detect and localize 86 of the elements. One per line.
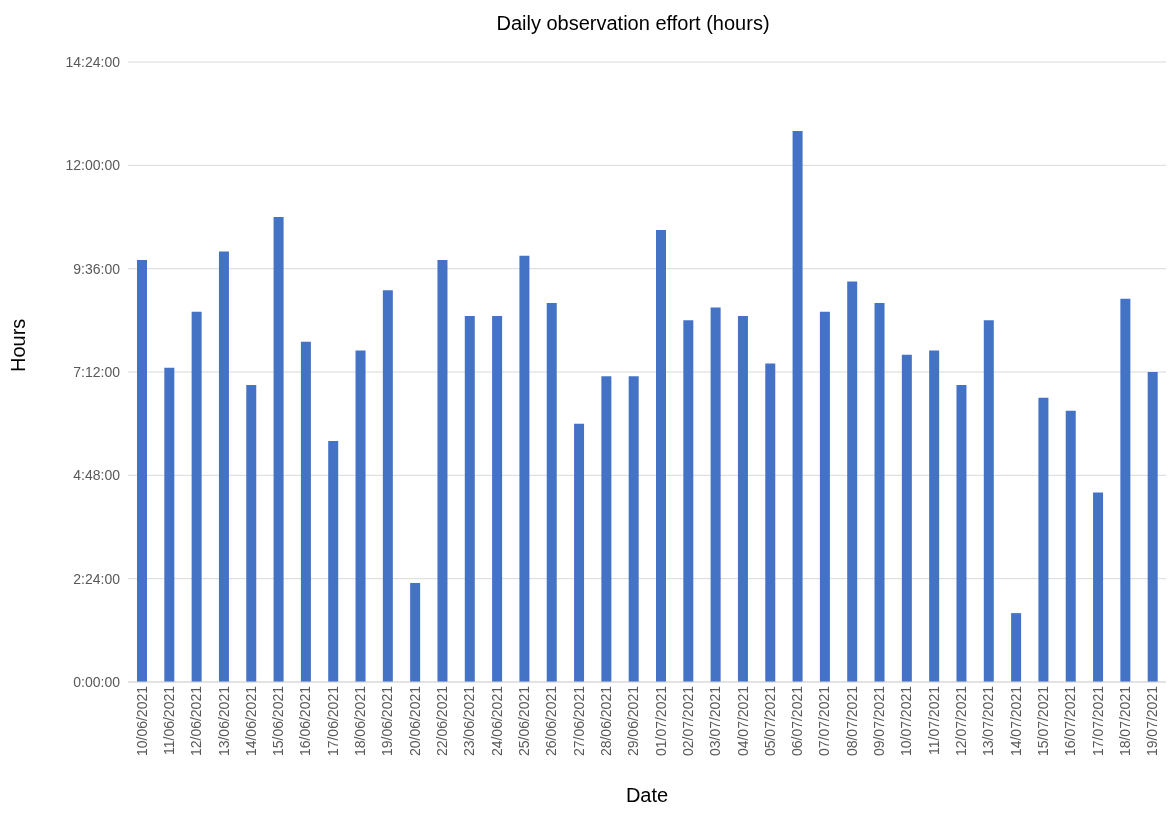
bar xyxy=(164,367,175,682)
y-tick-label: 12:00:00 xyxy=(65,157,121,174)
x-tick-label: 17/06/2021 xyxy=(324,685,341,757)
x-tick-label: 03/07/2021 xyxy=(707,685,724,757)
x-tick-label: 05/07/2021 xyxy=(761,685,778,757)
x-tick-label: 29/06/2021 xyxy=(625,685,642,757)
y-tick-label: 9:36:00 xyxy=(73,260,121,277)
bar xyxy=(519,255,530,682)
bar xyxy=(1093,492,1104,682)
x-tick-label: 01/07/2021 xyxy=(652,685,669,757)
bar xyxy=(328,440,339,682)
x-tick-label: 13/07/2021 xyxy=(980,685,997,757)
x-tick-label: 08/07/2021 xyxy=(843,685,860,757)
x-tick-label: 27/06/2021 xyxy=(570,685,587,757)
bar xyxy=(382,290,393,682)
bar xyxy=(574,423,585,682)
x-tick-label: 19/06/2021 xyxy=(379,685,396,757)
bar xyxy=(819,311,830,682)
x-tick-label: 06/07/2021 xyxy=(789,685,806,757)
bar xyxy=(464,316,475,682)
x-tick-label: 11/06/2021 xyxy=(160,685,177,756)
x-tick-label: 24/06/2021 xyxy=(488,685,505,757)
bar xyxy=(1147,372,1158,682)
x-tick-label: 26/06/2021 xyxy=(543,685,560,757)
y-axis-title: Hours xyxy=(7,318,30,372)
bar xyxy=(792,130,803,682)
x-tick-label: 12/06/2021 xyxy=(188,685,205,757)
x-tick-label: 18/06/2021 xyxy=(352,685,369,757)
bar xyxy=(628,376,639,682)
y-tick-label: 4:48:00 xyxy=(73,467,121,484)
x-tick-label: 10/06/2021 xyxy=(133,685,150,757)
bar xyxy=(765,363,776,682)
x-tick-label: 09/07/2021 xyxy=(871,685,888,757)
y-tick-label: 7:12:00 xyxy=(73,363,121,380)
x-tick-label: 16/06/2021 xyxy=(297,685,314,757)
x-tick-label: 14/07/2021 xyxy=(1007,685,1024,757)
bar xyxy=(656,229,666,682)
bar xyxy=(1065,410,1076,682)
x-tick-label: 10/07/2021 xyxy=(898,685,915,757)
x-tick-label: 17/07/2021 xyxy=(1089,685,1106,757)
x-tick-label: 23/06/2021 xyxy=(461,685,478,757)
x-axis-title: Date xyxy=(625,784,669,806)
chart-title: Daily observation effort (hours) xyxy=(495,11,771,36)
bar xyxy=(137,260,147,682)
x-tick-label: 11/07/2021 xyxy=(925,685,942,756)
bar xyxy=(956,384,967,682)
x-tick-label: 16/07/2021 xyxy=(1062,685,1079,757)
y-tick-label: 14:24:00 xyxy=(65,53,121,70)
bar xyxy=(273,217,284,682)
x-tick-label: 25/06/2021 xyxy=(516,685,533,757)
bar xyxy=(874,303,885,682)
bar xyxy=(1038,397,1049,682)
bar xyxy=(1011,613,1022,682)
bar xyxy=(683,320,694,682)
bar xyxy=(355,350,366,682)
x-tick-label: 14/06/2021 xyxy=(242,685,259,757)
x-tick-label: 04/07/2021 xyxy=(734,685,751,757)
bar xyxy=(437,260,448,682)
bar xyxy=(737,316,748,682)
x-tick-label: 15/06/2021 xyxy=(270,685,287,757)
x-tick-label: 19/07/2021 xyxy=(1144,685,1161,757)
x-tick-label: 13/06/2021 xyxy=(215,685,232,757)
bar xyxy=(218,251,229,682)
bar xyxy=(983,320,994,682)
bar xyxy=(929,350,940,682)
bar xyxy=(492,316,503,682)
x-tick-label: 20/06/2021 xyxy=(406,685,423,757)
x-tick-label: 15/07/2021 xyxy=(1035,685,1052,757)
bar xyxy=(601,376,612,682)
bar xyxy=(300,341,311,682)
x-tick-label: 18/07/2021 xyxy=(1116,685,1133,757)
y-tick-label: 2:24:00 xyxy=(73,570,121,587)
x-tick-label: 02/07/2021 xyxy=(679,685,696,757)
x-tick-label: 28/06/2021 xyxy=(597,685,614,757)
bar xyxy=(246,384,257,682)
y-tick-label: 0:00:00 xyxy=(73,673,121,690)
bar xyxy=(847,281,858,682)
bar xyxy=(1120,298,1131,682)
bar xyxy=(901,354,912,682)
bar xyxy=(546,303,557,682)
x-tick-label: 12/07/2021 xyxy=(953,685,970,757)
x-tick-label: 22/06/2021 xyxy=(434,685,451,757)
bar xyxy=(710,307,721,682)
bar xyxy=(191,311,202,682)
bar xyxy=(410,582,421,682)
x-tick-label: 07/07/2021 xyxy=(816,685,833,757)
